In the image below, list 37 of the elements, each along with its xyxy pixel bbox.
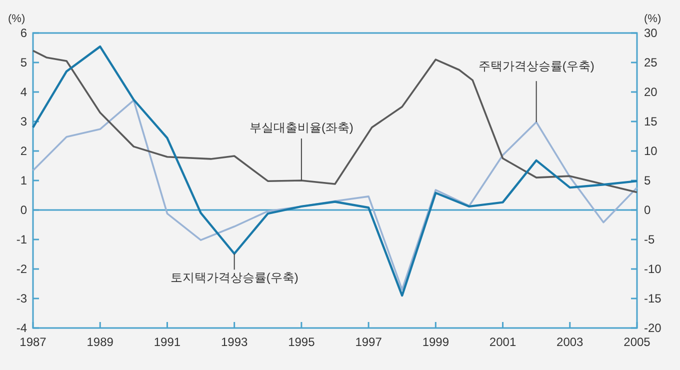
y-tick-label: 6 — [20, 26, 28, 40]
x-tick-label: 2003 — [556, 335, 584, 349]
y2-tick-label: 15 — [644, 114, 658, 128]
x-tick-label: 1987 — [20, 335, 47, 349]
x-tick-label: 1993 — [220, 335, 248, 349]
y2-tick-label: 20 — [644, 85, 658, 99]
y2-tick-label: 25 — [644, 56, 658, 70]
x-tick-label: 1995 — [288, 335, 316, 349]
y2-tick-label: -10 — [644, 262, 662, 276]
y-tick-label: -3 — [16, 292, 28, 306]
y2-tick-label: 5 — [644, 174, 651, 188]
y2-tick-label: -15 — [644, 292, 662, 306]
y2-axis-title: (%) — [644, 13, 662, 25]
y-tick-label: 4 — [20, 85, 28, 99]
y2-tick-label: -5 — [644, 232, 655, 246]
x-tick-label: 1989 — [86, 335, 114, 349]
y-tick-label: -4 — [16, 321, 28, 335]
text: 주택가격상승률(우축) — [478, 59, 594, 74]
y2-tick-label: 0 — [644, 203, 651, 217]
y2-tick-label: -20 — [644, 321, 662, 335]
text: 토지택가격상승률(우축) — [170, 270, 298, 285]
y-tick-label: 0 — [20, 203, 28, 217]
y-tick-label: 5 — [20, 56, 28, 70]
y2-tick-label: 10 — [644, 144, 658, 158]
x-tick-label: 1991 — [154, 335, 181, 349]
x-tick-label: 2005 — [624, 335, 651, 349]
series-label: 부실대출비율(좌축) — [249, 120, 354, 134]
y-tick-label: 3 — [20, 114, 28, 128]
y2-tick-label: 30 — [644, 26, 658, 40]
y-tick-label: 1 — [20, 174, 28, 188]
y-tick-label: -1 — [16, 232, 28, 246]
x-tick-label: 1997 — [355, 335, 382, 349]
y-axis-title: (%) — [8, 13, 26, 25]
y-tick-label: -2 — [16, 262, 28, 276]
y-tick-label: 2 — [20, 144, 28, 158]
x-tick-label: 1999 — [422, 335, 450, 349]
x-tick-label: 2001 — [489, 335, 516, 349]
